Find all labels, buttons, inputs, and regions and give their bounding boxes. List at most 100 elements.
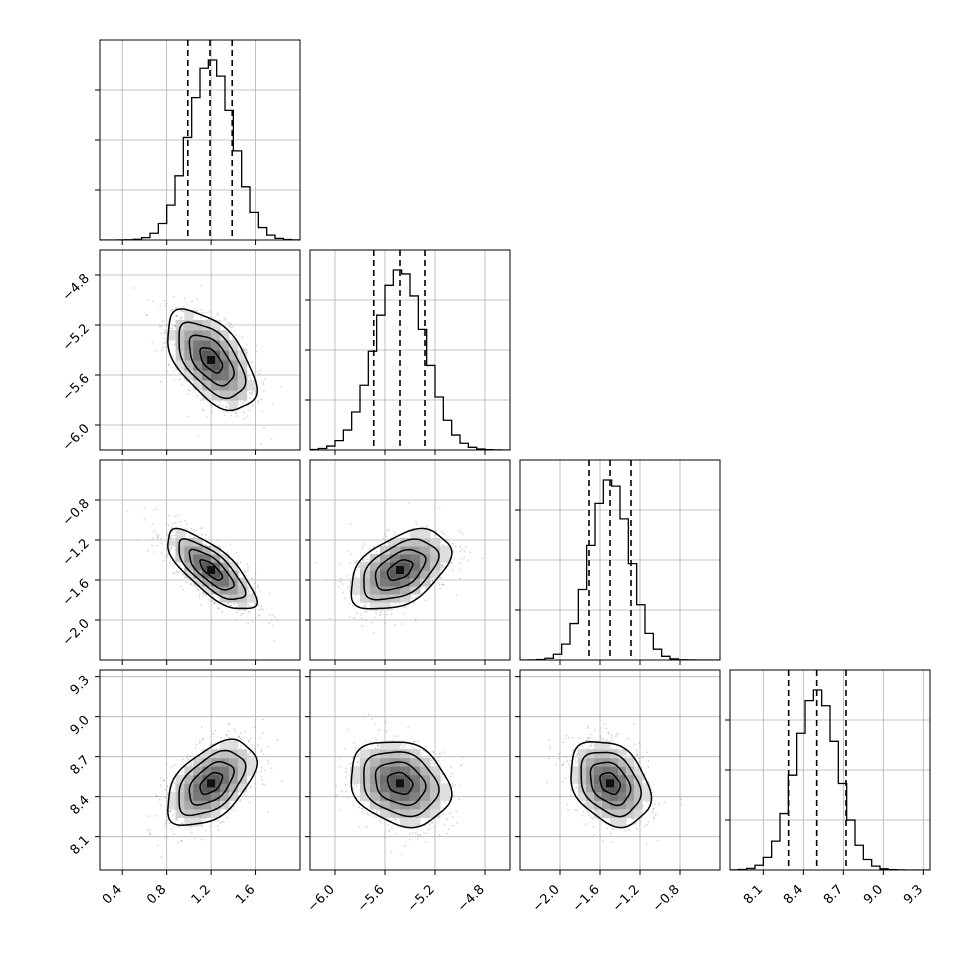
scatter-point bbox=[223, 414, 226, 416]
scatter-point bbox=[351, 756, 354, 759]
scatter-point bbox=[391, 739, 394, 742]
contour-line bbox=[386, 771, 414, 795]
scatter-point bbox=[229, 543, 232, 546]
scatter-point bbox=[181, 771, 184, 774]
scatter-point bbox=[440, 564, 443, 566]
scatter-point bbox=[148, 815, 150, 818]
scatter-point bbox=[355, 784, 358, 787]
scatter-point bbox=[273, 615, 276, 618]
scatter-point bbox=[240, 614, 243, 616]
scatter-point bbox=[174, 763, 177, 766]
scatter-point bbox=[393, 818, 396, 821]
scatter-point bbox=[362, 559, 364, 561]
scatter-point bbox=[243, 418, 246, 420]
scatter-point bbox=[270, 767, 273, 770]
density-cell bbox=[370, 602, 381, 611]
scatter-point bbox=[442, 584, 445, 586]
scatter-point bbox=[203, 409, 206, 412]
density-cell bbox=[211, 800, 221, 810]
scatter-point bbox=[414, 619, 417, 622]
scatter-point bbox=[227, 730, 230, 733]
density-cell bbox=[350, 774, 361, 784]
scatter-point bbox=[174, 772, 176, 775]
scatter-point bbox=[168, 562, 171, 564]
scatter-point bbox=[214, 729, 217, 732]
scatter-point bbox=[257, 615, 260, 617]
scatter-point bbox=[451, 824, 454, 827]
density-cell bbox=[193, 791, 203, 801]
scatter-point bbox=[153, 551, 156, 553]
scatter-point bbox=[459, 568, 462, 571]
scatter-point bbox=[160, 537, 163, 540]
scatter-point bbox=[373, 616, 376, 619]
scatter-point bbox=[248, 605, 251, 608]
scatter-point bbox=[263, 389, 265, 392]
scatter-point bbox=[363, 559, 365, 561]
scatter-point bbox=[452, 551, 455, 553]
density-cell bbox=[440, 554, 451, 563]
scatter-point bbox=[415, 520, 417, 523]
scatter-point bbox=[267, 762, 270, 765]
scatter-point bbox=[362, 716, 364, 719]
scatter-point bbox=[383, 622, 386, 625]
scatter-point bbox=[251, 393, 253, 396]
scatter-point bbox=[276, 619, 278, 621]
density-cell bbox=[370, 783, 381, 793]
scatter-point bbox=[443, 801, 446, 803]
density-cell bbox=[184, 360, 194, 371]
density-cell bbox=[380, 800, 391, 810]
scatter-point bbox=[177, 513, 180, 516]
density-cell bbox=[390, 586, 401, 595]
scatter-point bbox=[345, 790, 347, 793]
scatter-point bbox=[403, 612, 405, 615]
density-cell bbox=[228, 774, 239, 784]
density-cell bbox=[175, 330, 185, 341]
scatter-point bbox=[387, 542, 390, 545]
scatter-point bbox=[213, 602, 216, 605]
scatter-point bbox=[176, 818, 178, 821]
scatter-point bbox=[358, 806, 360, 809]
density-cell bbox=[184, 330, 194, 341]
scatter-point bbox=[263, 783, 266, 786]
density-cell bbox=[228, 783, 239, 793]
scatter-point bbox=[260, 398, 262, 400]
scatter-point bbox=[451, 772, 454, 775]
scatter-point bbox=[208, 599, 210, 601]
scatter-point bbox=[441, 544, 444, 546]
density-cell bbox=[211, 360, 221, 371]
scatter-point bbox=[164, 332, 167, 335]
scatter-point bbox=[172, 572, 175, 575]
scatter-point bbox=[245, 575, 248, 577]
density-cell bbox=[237, 370, 248, 381]
scatter-point bbox=[236, 602, 238, 605]
scatter-point bbox=[438, 834, 441, 837]
contour-line bbox=[167, 308, 258, 412]
density-cell bbox=[420, 766, 431, 776]
scatter-point bbox=[247, 603, 250, 606]
scatter-point bbox=[352, 787, 355, 790]
scatter-point bbox=[439, 752, 441, 755]
scatter-point bbox=[451, 569, 454, 572]
density-cell bbox=[390, 740, 401, 750]
scatter-point bbox=[249, 737, 252, 740]
scatter-point bbox=[257, 586, 259, 589]
scatter-point bbox=[176, 571, 178, 573]
contour-line bbox=[178, 538, 247, 601]
density-cell bbox=[440, 783, 451, 793]
density-cell bbox=[202, 791, 212, 801]
scatter-point bbox=[201, 838, 203, 841]
scatter-point bbox=[165, 555, 168, 557]
contour-group bbox=[167, 527, 258, 610]
histogram-step bbox=[310, 269, 510, 450]
scatter-point bbox=[170, 309, 173, 312]
scatter-point bbox=[252, 404, 255, 407]
scatter-point bbox=[173, 781, 176, 784]
scatter-point bbox=[160, 325, 163, 328]
density-cell bbox=[246, 757, 257, 767]
scatter-point bbox=[368, 814, 371, 816]
density-cell bbox=[400, 749, 411, 759]
scatter-point bbox=[370, 621, 373, 624]
scatter-point bbox=[387, 544, 390, 546]
density-cell bbox=[370, 586, 381, 595]
density-cell bbox=[410, 530, 421, 539]
